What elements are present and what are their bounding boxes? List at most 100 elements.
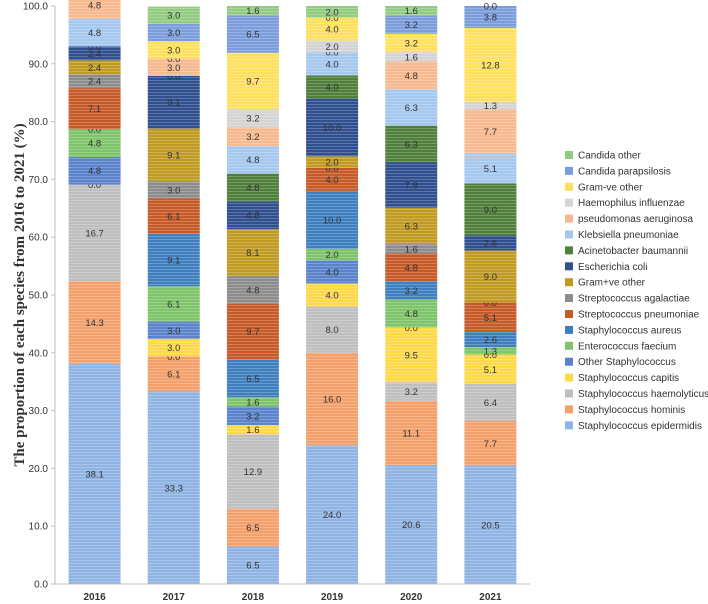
legend-swatch [565, 166, 573, 175]
data-label: 12.9 [244, 467, 263, 478]
bar-segment [226, 508, 279, 547]
bar-segment [385, 299, 438, 328]
data-label: 5.1 [484, 313, 497, 324]
data-label: 3.0 [167, 185, 180, 196]
legend-item: Candida other [565, 151, 641, 162]
data-label: 2.4 [88, 63, 101, 74]
bar-stack-2021: 20.57.76.45.10.01.32.65.10.09.02.69.05.1… [464, 2, 517, 584]
legend-label: pseudomonas aeruginosa [578, 214, 694, 225]
bar-segment [226, 546, 279, 584]
bar-segment [464, 101, 517, 110]
legend-item: Staphylococcus aureus [565, 325, 681, 336]
bar-stack-2018: 6.5 6.5 12.9 1.6 3.2 1.6 6.5 9.7 4.8 8.1 4.8 4.8 4.8… [226, 6, 279, 584]
bar-segment [385, 244, 438, 254]
data-label: 33.3 [165, 483, 184, 494]
bar-segment [306, 17, 359, 41]
bar-segment [385, 464, 438, 584]
bar-segment [464, 250, 517, 303]
legend-swatch [565, 405, 573, 414]
legend-label: Enterococcus faecium [578, 341, 676, 352]
data-label: 8.1 [246, 248, 259, 259]
y-tick-label: 100.0 [23, 2, 48, 13]
legend-label: Candida parapsilosis [578, 166, 671, 177]
legend-swatch [565, 214, 573, 223]
bar-segment [385, 382, 438, 401]
data-label: 3.0 [167, 343, 180, 354]
bar-segment [385, 89, 438, 126]
data-label: 7.7 [484, 439, 497, 450]
data-label: 3.2 [246, 132, 259, 143]
data-label: 0.0 [325, 48, 338, 59]
legend-item: Streptococcus pneumoniae [565, 310, 700, 321]
bar-segment [68, 60, 121, 75]
legend-swatch [565, 151, 573, 159]
bar-segment [385, 253, 438, 282]
bar-segment [68, 129, 121, 157]
bar-segment [147, 75, 200, 129]
bar-segment [147, 23, 200, 42]
bar-segment [464, 354, 517, 385]
data-label: 4.0 [325, 82, 338, 93]
data-label: 6.5 [246, 374, 259, 385]
data-label: 4.0 [325, 267, 338, 278]
legend-item: Streptococcus agalactiae [565, 294, 690, 305]
data-label: 3.0 [167, 326, 180, 337]
data-label: 2.6 [484, 238, 497, 249]
bar-segment [68, 18, 121, 47]
bar-segment [306, 98, 359, 157]
bar-segment [226, 6, 279, 16]
bar-segment [147, 391, 200, 584]
legend-label: Other Staphylococcus [578, 357, 676, 368]
legend-label: Haemophilus influenzae [578, 198, 685, 209]
y-axis: 0.0 10.0 20.0 30.0 40.0 50.0 60.0 70.0 80.0 90.0 1… [23, 2, 56, 591]
bar-segment [68, 184, 121, 282]
data-label: 6.3 [405, 103, 418, 114]
data-label: 7.7 [484, 127, 497, 138]
data-label: 6.5 [246, 523, 259, 534]
bar-segment [306, 445, 359, 584]
data-label: 38.1 [85, 469, 104, 480]
legend-item: Staphylococcus epidermidis [565, 421, 702, 432]
y-axis-label: The proportion of each species from 2016… [12, 123, 28, 466]
data-label: 0.0 [167, 352, 180, 363]
bar-segment [147, 233, 200, 287]
legend-item: Klebsiella pneumoniae [565, 230, 679, 241]
bar-segment [385, 52, 438, 62]
data-label: 1.6 [405, 6, 418, 17]
legend-swatch [565, 182, 573, 191]
data-label: 4.8 [246, 155, 259, 166]
legend-swatch [565, 341, 573, 350]
bar-segment [226, 406, 279, 426]
bar-segment [226, 229, 279, 276]
data-label: 2.0 [325, 158, 338, 169]
data-label: 4.8 [405, 71, 418, 82]
bar-segment [226, 303, 279, 360]
data-label: 4.0 [325, 175, 338, 186]
data-label: 16.7 [85, 228, 104, 239]
bar-segment [306, 248, 359, 261]
legend-item: Escherichia coli [565, 262, 647, 273]
data-label: 2.4 [88, 77, 101, 88]
data-label: 3.2 [405, 20, 418, 31]
data-label: 9.1 [167, 150, 180, 161]
legend-item: Staphylococcus haemolyticus [565, 389, 708, 400]
data-label: 9.7 [246, 327, 259, 338]
bar-segment [226, 359, 279, 398]
y-tick-label: 0.0 [34, 580, 48, 591]
data-label: 11.1 [402, 428, 420, 439]
legend-label: Klebsiella pneumoniae [578, 230, 679, 241]
bar-segment [306, 352, 359, 446]
data-label: 4.8 [405, 309, 418, 320]
legend-label: Gram-ve other [578, 182, 643, 193]
bar-segment [68, 74, 121, 89]
x-axis: 2016 2017 2018 2019 2020 2021 [55, 583, 530, 603]
bar-segment [147, 356, 200, 392]
legend-label: Staphylococcus aureus [578, 325, 681, 336]
legend-label: Staphylococcus epidermidis [578, 421, 702, 432]
y-tick-label: 90.0 [29, 59, 49, 70]
data-label: 0.0 [88, 125, 101, 136]
bar-segment [226, 434, 279, 509]
bar-segment [306, 52, 359, 76]
legend-label: Streptococcus agalactiae [578, 294, 690, 305]
data-label: 2.6 [484, 335, 497, 346]
